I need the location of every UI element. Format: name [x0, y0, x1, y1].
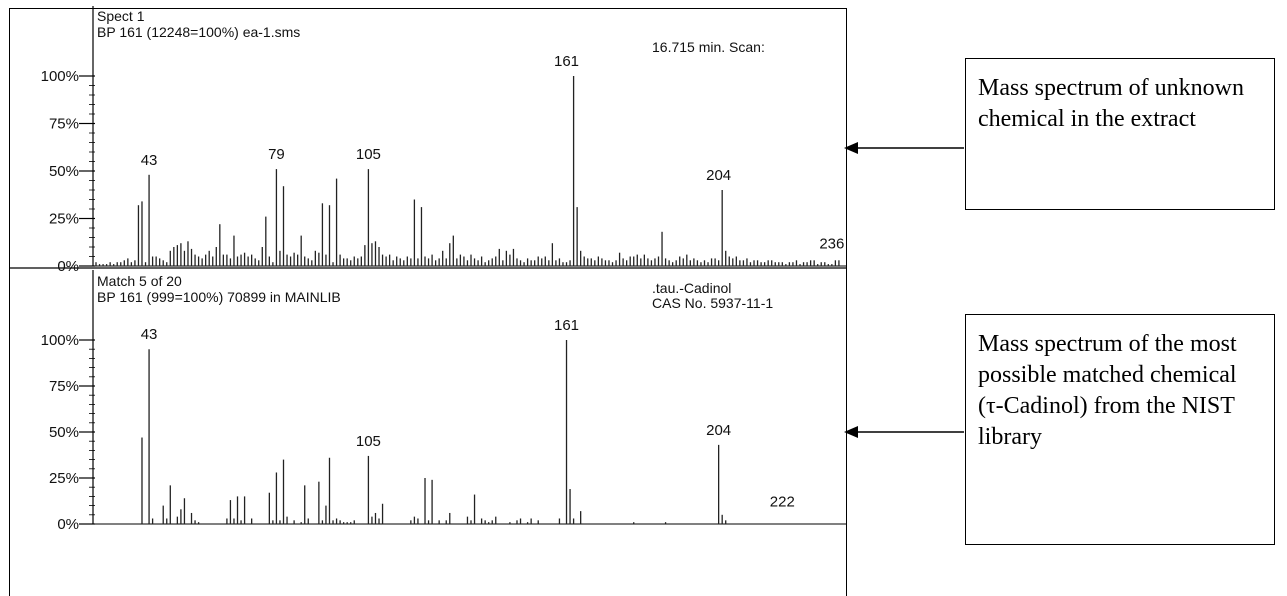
peak-label: 105	[356, 146, 381, 163]
y-tick-label: 25%	[49, 470, 79, 487]
arrows	[844, 142, 964, 438]
peak-label: 105	[356, 433, 381, 450]
peak-label: 161	[554, 317, 579, 334]
arrow-2-head	[844, 426, 858, 438]
peak-label: 79	[268, 146, 285, 163]
peak-label: 204	[706, 167, 731, 184]
panel2-header-right-line1: .tau.-Cadinol	[652, 280, 731, 296]
panel1-header-line1: Spect 1	[97, 8, 145, 24]
spectra-figure: Spect 1 BP 161 (12248=100%) ea-1.sms 16.…	[9, 6, 847, 533]
peak-label: 222	[770, 494, 795, 511]
peak-label: 161	[554, 53, 579, 70]
y-tick-label: 75%	[49, 378, 79, 395]
panel2-header-right-line2: CAS No. 5937-11-1	[652, 295, 773, 311]
callout-matched-spectrum: Mass spectrum of the most possible match…	[965, 314, 1275, 545]
y-tick-label: 100%	[41, 68, 79, 85]
panel1-header-right: 16.715 min. Scan:	[652, 39, 765, 55]
y-tick-label: 0%	[57, 516, 79, 533]
panel2-spectrum: 100% 75% 50% 25% 0% 43 105 161 204 222	[41, 270, 846, 533]
peak-label: 204	[706, 422, 731, 439]
y-tick-label: 25%	[49, 211, 79, 228]
y-tick-label: 75%	[49, 116, 79, 133]
y-tick-label: 50%	[49, 163, 79, 180]
y-tick-label: 0%	[57, 258, 79, 275]
figure-frame	[9, 8, 847, 596]
arrow-1-head	[844, 142, 858, 154]
peak-label: 236	[819, 235, 844, 252]
peak-label: 43	[141, 152, 158, 169]
panel1-spectrum: 100% 75% 50% 25% 0% 43 79 105 161 204 236	[41, 6, 846, 275]
callout-unknown-spectrum: Mass spectrum of unknown chemical in the…	[965, 58, 1275, 210]
panel1-header-line2: BP 161 (12248=100%) ea-1.sms	[97, 24, 300, 40]
panel2-header-line2: BP 161 (999=100%) 70899 in MAINLIB	[97, 289, 341, 305]
y-tick-label: 100%	[41, 332, 79, 349]
peak-label: 43	[141, 326, 158, 343]
y-tick-label: 50%	[49, 424, 79, 441]
panel2-header-line1: Match 5 of 20	[97, 273, 182, 289]
